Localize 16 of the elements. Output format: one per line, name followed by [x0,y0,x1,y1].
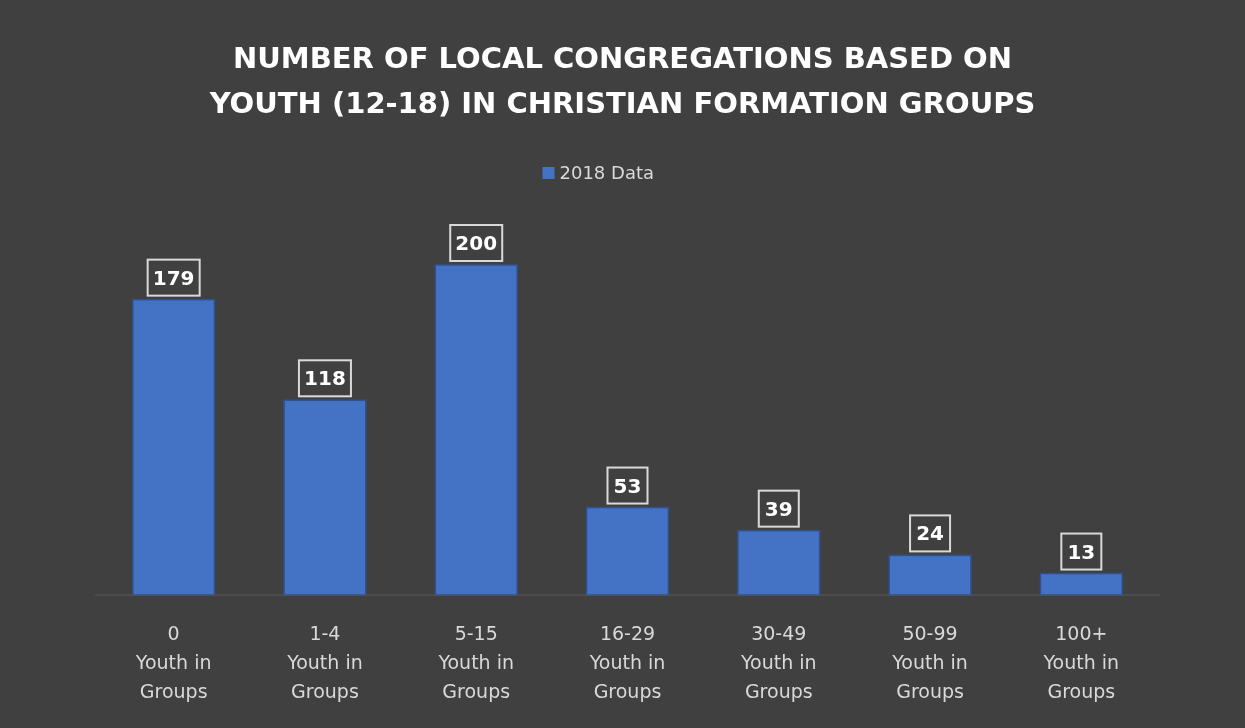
data-label: 53 [613,473,642,498]
x-tick-label: 0 Youth in Groups [134,622,212,702]
x-tick-label: 30-49 Youth in Groups [739,622,817,702]
chart-title: NUMBER OF LOCAL CONGREGATIONS BASED ON YOUTH (12-18) IN CHRISTIAN FORMATION GROUPS [208,41,1036,120]
x-tick-label: 1-4 Youth in Groups [286,622,363,702]
data-label: 118 [304,366,346,391]
legend-label: 2018 Data [559,162,655,184]
data-label: 39 [764,496,793,521]
data-label: 24 [916,521,944,546]
x-tick-label: 50-99 Youth in Groups [891,622,968,702]
data-label: 200 [455,231,498,255]
data-label: 179 [152,265,195,290]
data-label: 13 [1067,539,1096,564]
x-tick-label: 5-15 Youth in Groups [437,622,515,702]
x-tick-label: 100+ Youth in Groups [1042,622,1120,702]
x-tick-label: 16-29 Youth in Groups [588,622,666,702]
